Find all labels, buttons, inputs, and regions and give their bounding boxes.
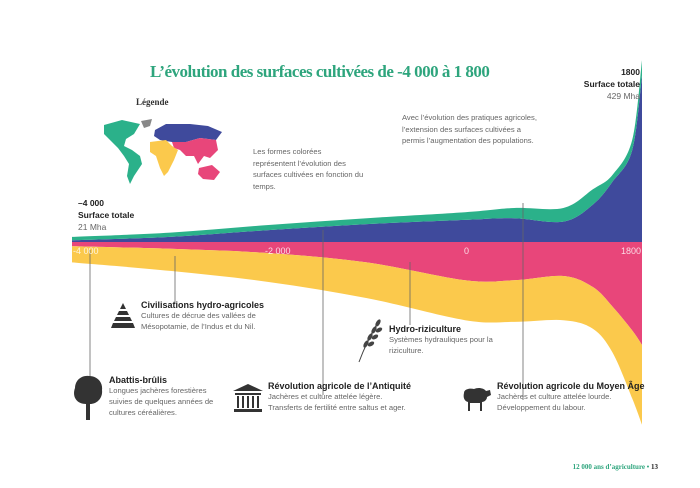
side-note: Avec l’évolution des pratiques agricoles… [402, 113, 537, 145]
start-stat: –4 000 Surface totale 21 Mha [78, 197, 134, 233]
event-desc: Cultures de décrue des vallées de Mésopo… [141, 311, 256, 331]
sheep-icon [463, 387, 491, 411]
wheat-icon [358, 319, 383, 363]
area-series-0 [72, 75, 642, 243]
x-tick-label: 1800 [621, 246, 642, 256]
event-abattis-brulis: Abattis-brûlis Longues jachères forestiè… [109, 375, 229, 418]
legend-note: Les formes colorées représentent l’évolu… [253, 147, 364, 191]
event-desc: Systèmes hydrauliques pour la rizicultur… [389, 335, 493, 355]
event-moyen-age: Révolution agricole du Moyen Âge Jachère… [497, 381, 645, 413]
page-footer: 12 000 ans d’agriculture • 13 [573, 463, 658, 471]
map-greenland [141, 119, 152, 128]
end-label: Surface totale [583, 79, 640, 89]
start-label: Surface totale [78, 210, 135, 220]
event-hydro-agricoles: Civilisations hydro-agricoles Cultures d… [141, 300, 301, 332]
event-hydro-riziculture: Hydro-riziculture Systèmes hydrauliques … [389, 324, 504, 356]
footer-text: 12 000 ans d’agriculture • [572, 463, 651, 471]
page-number: 13 [651, 463, 658, 471]
end-value: 429 Mha [606, 91, 640, 101]
end-year: 1800 [621, 67, 640, 77]
start-value: 21 Mha [78, 222, 107, 232]
legend-title: Légende [136, 97, 169, 107]
map-australia [198, 165, 220, 180]
event-desc: Jachères et culture attelée légère. Tran… [268, 392, 406, 412]
temple-icon [233, 384, 263, 412]
map-europe-russia [154, 124, 222, 142]
event-desc: Longues jachères forestières suivies de … [109, 386, 214, 417]
event-title: Révolution agricole de l’Antiquité [268, 381, 412, 391]
start-year: –4 000 [78, 198, 104, 208]
x-tick-label: -2 000 [265, 246, 291, 256]
event-title: Hydro-riziculture [389, 324, 462, 334]
area-series-2 [72, 242, 642, 345]
event-antiquite: Révolution agricole de l’Antiquité Jachè… [268, 381, 413, 413]
event-title: Civilisations hydro-agricoles [141, 300, 265, 310]
x-tick-label: -4 000 [73, 246, 99, 256]
tree-icon [74, 375, 103, 420]
event-title: Abattis-brûlis [109, 375, 168, 385]
event-title: Révolution agricole du Moyen Âge [497, 381, 645, 391]
map-americas [104, 120, 142, 184]
world-map-legend [104, 119, 222, 184]
event-desc: Jachères et culture attelée lourde. Déve… [497, 392, 612, 412]
pyramid-icon [111, 303, 135, 328]
map-africa [150, 140, 178, 176]
area-series-3 [72, 246, 642, 425]
end-stat: 1800 Surface totale 429 Mha [584, 66, 640, 102]
x-tick-label: 0 [464, 246, 470, 256]
map-asia [172, 138, 218, 164]
page-title: L’évolution des surfaces cultivées de -4… [150, 62, 490, 81]
